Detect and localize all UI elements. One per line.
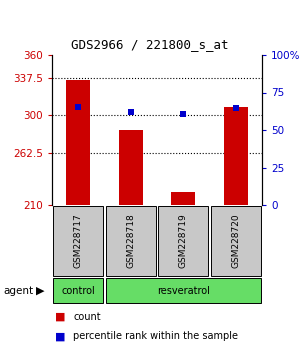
Text: GSM228718: GSM228718 bbox=[126, 213, 135, 268]
Text: count: count bbox=[73, 312, 100, 321]
Bar bbox=[66, 80, 90, 205]
Bar bbox=[211, 206, 261, 275]
Text: ■: ■ bbox=[55, 331, 65, 341]
Text: ■: ■ bbox=[55, 312, 65, 321]
Bar bbox=[224, 107, 248, 205]
Text: GSM228717: GSM228717 bbox=[74, 213, 83, 268]
Bar bbox=[53, 278, 103, 303]
Text: resveratrol: resveratrol bbox=[157, 285, 210, 296]
Text: percentile rank within the sample: percentile rank within the sample bbox=[73, 331, 238, 341]
Bar bbox=[158, 206, 208, 275]
Bar bbox=[53, 206, 103, 275]
Bar bbox=[171, 192, 195, 205]
Bar bbox=[119, 130, 142, 205]
Text: GSM228720: GSM228720 bbox=[231, 214, 240, 268]
Text: GSM228719: GSM228719 bbox=[179, 213, 188, 268]
Text: GDS2966 / 221800_s_at: GDS2966 / 221800_s_at bbox=[71, 39, 229, 51]
Text: ▶: ▶ bbox=[36, 285, 44, 296]
Bar bbox=[106, 278, 261, 303]
Bar bbox=[106, 206, 156, 275]
Text: agent: agent bbox=[3, 285, 33, 296]
Text: control: control bbox=[61, 285, 95, 296]
